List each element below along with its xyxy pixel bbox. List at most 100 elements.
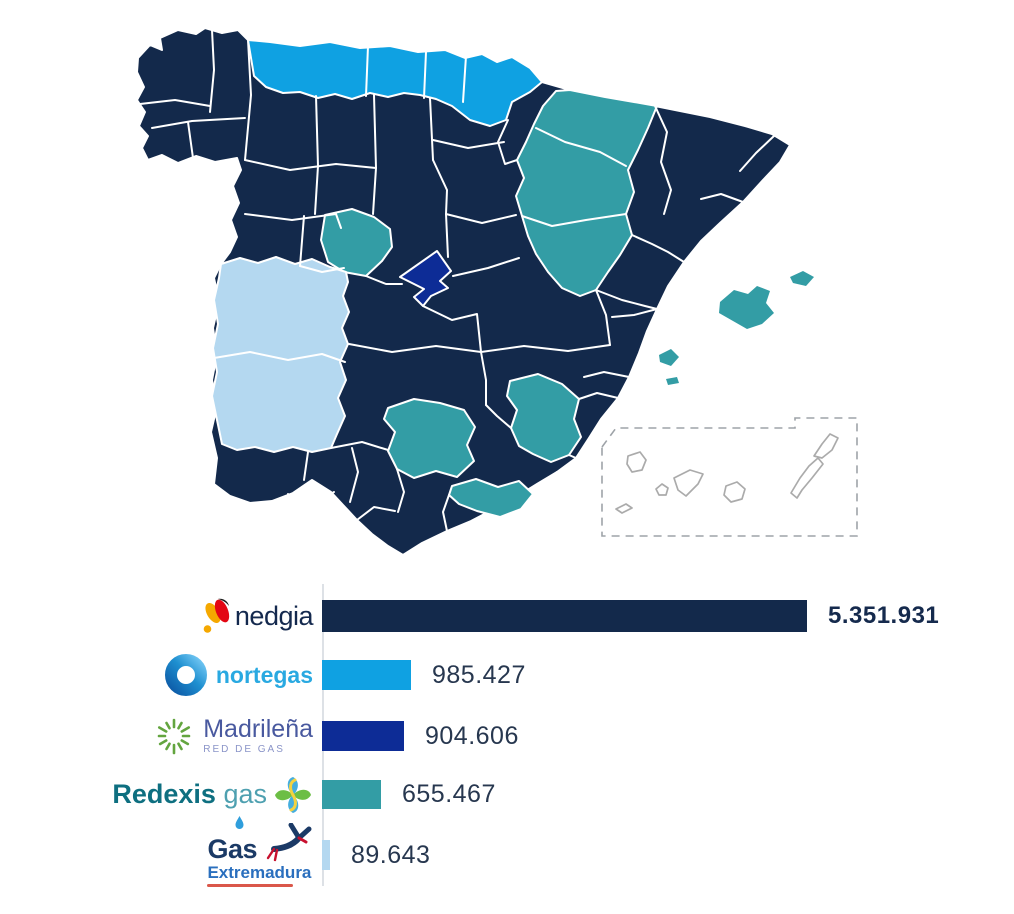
province-border — [373, 94, 377, 169]
province-border — [422, 305, 482, 353]
map-region-madrilena-madrid — [399, 250, 452, 307]
province-border — [700, 193, 744, 203]
province-border — [532, 471, 558, 495]
map-region-redexis-granada-coast — [448, 478, 534, 518]
canary-island-la-gomera — [655, 483, 669, 496]
province-border — [429, 97, 434, 161]
canary-islands-inset — [601, 417, 858, 537]
province-border — [314, 165, 319, 215]
redexis-logo-gas-text: gas — [223, 779, 267, 809]
province-border — [568, 454, 577, 459]
gas-extremadura-logo: Gas Extremad — [0, 816, 322, 887]
province-borders — [139, 29, 776, 532]
province-border — [535, 127, 627, 167]
map-region-redexis-mallorca — [719, 286, 774, 329]
province-border — [432, 139, 505, 149]
province-border — [244, 159, 377, 171]
nortegas-ring-icon — [163, 652, 209, 698]
province-border — [739, 134, 776, 172]
redexis-star-icon — [273, 774, 313, 816]
bar-madrilena — [322, 721, 404, 751]
nedgia-flame-icon — [201, 596, 231, 636]
province-border — [631, 234, 685, 263]
madrilena-logo: Madrileña RED DE GAS — [0, 715, 322, 757]
province-border — [209, 29, 215, 113]
province-border — [330, 441, 389, 451]
province-border — [303, 451, 309, 481]
legend-row-gas-extremadura: Gas Extremad — [0, 816, 431, 887]
map-region-redexis-murcia — [506, 373, 582, 463]
madrilena-logo-text: Madrileña — [203, 715, 313, 743]
province-border — [349, 447, 359, 503]
bar-nedgia — [322, 600, 807, 632]
province-border — [356, 506, 396, 521]
province-border — [442, 494, 450, 532]
province-border — [299, 265, 345, 273]
province-border — [521, 213, 627, 227]
province-border — [497, 119, 518, 165]
province-border — [365, 45, 369, 97]
province-border — [583, 371, 630, 378]
canary-inset-dashed-box — [601, 417, 858, 537]
province-border — [423, 51, 427, 99]
province-border — [287, 491, 335, 505]
bar-value-nortegas: 985.427 — [432, 660, 526, 689]
legend-row-nortegas: nortegas 985.427 — [0, 654, 526, 696]
canary-island-tenerife — [673, 469, 704, 497]
bar-value-gas-extremadura: 89.643 — [351, 840, 431, 869]
province-border — [365, 275, 403, 285]
province-border — [372, 167, 377, 215]
map-region-redexis-jaen — [383, 398, 476, 479]
bar-value-nedgia: 5.351.931 — [828, 602, 940, 629]
province-border — [315, 95, 319, 167]
province-border — [213, 351, 346, 363]
map-region-redexis-ibiza — [659, 349, 679, 366]
legend-row-redexis: Redexis gas 655.467 — [0, 776, 496, 813]
gas-extremadura-logo-gas-text: Gas — [207, 834, 257, 864]
canary-island-el-hierro — [615, 503, 633, 514]
legend-row-madrilena: Madrileña RED DE GAS 904.606 — [0, 717, 519, 755]
legend-row-nedgia: nedgia 5.351.931 — [0, 598, 940, 633]
bar-gas-extremadura — [322, 840, 330, 870]
province-border — [299, 215, 305, 267]
nedgia-logo: nedgia — [0, 596, 322, 636]
province-border — [187, 121, 194, 159]
stork-icon — [261, 823, 313, 863]
province-border — [578, 392, 619, 400]
map-region-redexis-formentera — [666, 377, 679, 385]
province-border — [485, 404, 512, 429]
gas-drop-icon — [234, 816, 245, 830]
bar-value-redexis: 655.467 — [402, 780, 496, 808]
province-border — [611, 308, 658, 318]
province-border — [445, 213, 449, 258]
province-border — [244, 213, 342, 229]
nortegas-logo-text: nortegas — [215, 661, 313, 688]
bar-value-madrilena: 904.606 — [425, 721, 519, 750]
spain-provinces-map — [136, 27, 858, 556]
province-border — [432, 159, 448, 215]
gas-extremadura-logo-extremadura-text: Extremadura — [207, 863, 312, 882]
province-border — [452, 257, 520, 277]
bar-nortegas — [322, 660, 411, 690]
balearic-islands — [659, 271, 814, 385]
province-border — [151, 117, 246, 129]
redexis-logo-text: Redexis — [112, 779, 216, 809]
nedgia-logo-text: nedgia — [234, 600, 314, 631]
province-border — [595, 289, 658, 310]
map-region-redexis-menorca — [790, 271, 814, 286]
canary-island-gran-canaria — [723, 481, 746, 503]
province-border — [462, 55, 467, 103]
province-border — [139, 99, 211, 107]
madrilena-sunburst-icon — [153, 715, 195, 757]
canary-island-lanzarote — [813, 433, 839, 459]
canary-island-fuerteventura — [790, 457, 824, 499]
map-region-nortegas-north-coast — [247, 39, 543, 127]
bar-redexis — [322, 780, 381, 809]
province-border — [445, 213, 517, 224]
canary-island-la-palma — [626, 451, 647, 473]
map-region-gas-extremadura — [211, 256, 350, 453]
map-region-redexis-avila-segovia — [320, 208, 393, 277]
province-border — [595, 289, 611, 346]
nortegas-logo: nortegas — [0, 652, 322, 698]
